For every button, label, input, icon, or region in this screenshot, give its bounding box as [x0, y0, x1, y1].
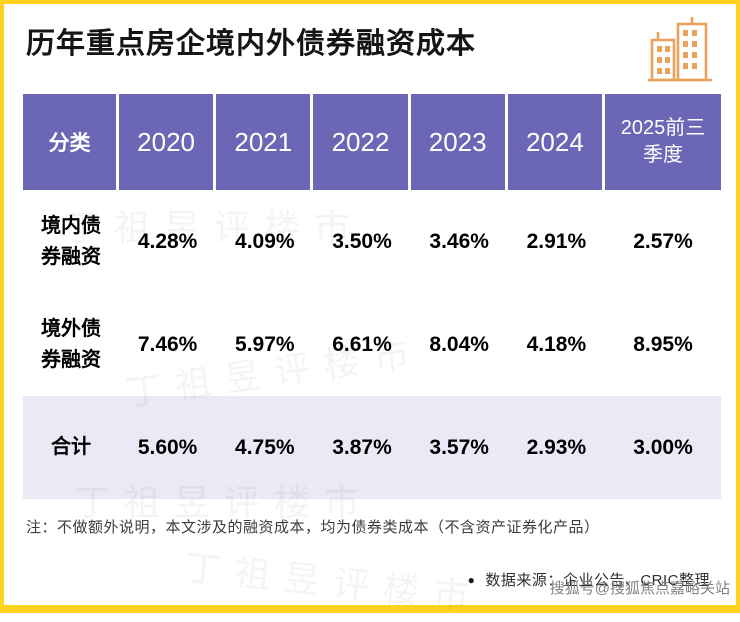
value-cell: 8.95%	[633, 332, 693, 356]
value-cell: 2.93%	[526, 435, 587, 459]
faint-watermark: 丁祖昱评楼市	[182, 538, 486, 621]
header-cell: 2020	[119, 94, 217, 190]
value-cell: 6.61%	[332, 332, 392, 356]
header-cell: 2024	[507, 94, 605, 190]
row-label: 境内债券融资	[41, 214, 101, 268]
data-source-row: ● 数据来源：企业公告、CRIC整理	[468, 569, 710, 590]
value-cell: 3.46%	[429, 229, 489, 253]
table-row: 境外债券融资 7.46% 5.97% 6.61% 8.04% 4.18% 8.9…	[23, 293, 721, 396]
value-cell: 4.18%	[526, 332, 587, 356]
value-cell: 4.28%	[137, 229, 198, 253]
value-cell: 2.91%	[526, 229, 587, 253]
value-cell: 3.00%	[633, 435, 693, 459]
value-cell: 4.09%	[235, 229, 295, 253]
header-cell: 2023	[410, 94, 508, 190]
data-source-text: 数据来源：企业公告、CRIC整理	[485, 572, 710, 589]
value-cell: 3.57%	[429, 435, 489, 459]
bullet-icon: ●	[467, 572, 476, 587]
buildings-icon	[648, 17, 712, 82]
footnote: 注：不做额外说明，本文涉及的融资成本，均为债券类成本（不含资产证券化产品）	[26, 519, 600, 536]
value-cell: 5.97%	[235, 332, 295, 356]
header-cell: 2025前三季度	[604, 94, 721, 190]
page-title: 历年重点房企境内外债券融资成本	[26, 28, 477, 60]
sohu-watermark: 搜狐号@搜狐焦点嘉峪关站	[549, 580, 730, 597]
header-cell: 2022	[313, 94, 411, 190]
value-cell: 7.46%	[137, 332, 198, 356]
financing-cost-table: 分类 2020 2021 2022 2023 2024 2025前三季度 境内债…	[23, 94, 721, 499]
header-cell: 分类	[23, 94, 119, 190]
table-header-row: 分类 2020 2021 2022 2023 2024 2025前三季度	[23, 94, 721, 190]
table-row-total: 合计 5.60% 4.75% 3.87% 3.57% 2.93% 3.00%	[23, 396, 721, 499]
table-row: 境内债券融资 4.28% 4.09% 3.50% 3.46% 2.91% 2.5…	[23, 190, 721, 293]
value-cell: 2.57%	[633, 229, 693, 253]
value-cell: 3.87%	[332, 435, 392, 459]
row-label: 境外债券融资	[41, 317, 101, 371]
value-cell: 4.75%	[235, 435, 295, 459]
value-cell: 5.60%	[137, 435, 198, 459]
value-cell: 8.04%	[429, 332, 489, 356]
value-cell: 3.50%	[332, 229, 392, 253]
header-cell: 2021	[216, 94, 314, 190]
row-label: 合计	[51, 436, 91, 458]
